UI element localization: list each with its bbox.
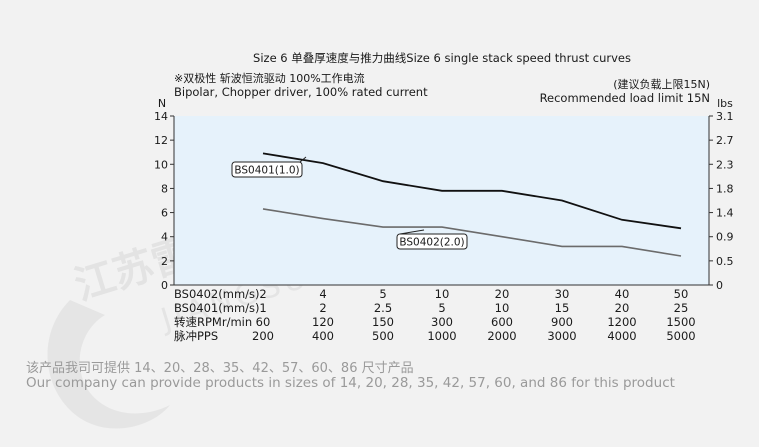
- y-ticks-right: 0 0.5 0.9 1.4 1.8 2.3 2.7 3.1: [709, 110, 734, 292]
- y-tick-left-label: 10: [154, 158, 168, 171]
- y-tick-left-label: 8: [161, 182, 168, 195]
- series-label-2: BS0402(2.0): [399, 237, 464, 249]
- x-row-value: 150: [372, 315, 394, 329]
- y-tick-right-label: 0.5: [716, 255, 734, 268]
- series-line-1: [262, 152, 682, 230]
- x-row-value: 15: [555, 301, 570, 315]
- x-row-value: 1200: [607, 315, 636, 329]
- x-row-value: 200: [252, 329, 274, 343]
- chart-title: Size 6 单叠厚速度与推力曲线Size 6 single stack spe…: [253, 51, 631, 65]
- note-cn: ※双极性 斩波恒流驱动 100%工作电流: [174, 71, 365, 85]
- x-row-value: 1: [259, 301, 266, 315]
- x-row-value: 300: [431, 315, 453, 329]
- x-row-value: 2: [319, 301, 326, 315]
- x-row-value: 30: [555, 287, 570, 301]
- y-tick-right-label: 2.3: [716, 158, 734, 171]
- y-tick-right-label: 0.9: [716, 231, 734, 244]
- series-label-box: [396, 233, 468, 250]
- y-tick-left-label: 0: [161, 279, 168, 292]
- x-row-label: BS0401(mm/s): [174, 301, 260, 315]
- x-row-value: 5: [379, 287, 386, 301]
- y-tick-right-label: 1.8: [716, 182, 734, 195]
- series-label-box: [231, 161, 303, 178]
- y-axis-label-right: lbs: [717, 97, 733, 110]
- limit-cn: (建议负载上限15N): [613, 77, 710, 91]
- series-label-1: BS0401(1.0): [234, 165, 299, 177]
- watermark-logo: [47, 300, 170, 429]
- y-tick-left-label: 2: [161, 255, 168, 268]
- x-row-value: 5000: [666, 329, 695, 343]
- x-row-value: 1000: [427, 329, 456, 343]
- x-row-value: 4000: [607, 329, 636, 343]
- x-row-value: 1500: [666, 315, 695, 329]
- y-tick-right-label: 2.7: [716, 134, 734, 147]
- y-tick-left-label: 12: [154, 134, 168, 147]
- series-lines: [262, 152, 682, 257]
- series-label-pointer: [299, 156, 307, 163]
- y-tick-right-label: 3.1: [716, 110, 734, 123]
- note-en: Bipolar, Chopper driver, 100% rated curr…: [174, 85, 428, 99]
- y-axis-label-left: N: [158, 97, 166, 110]
- y-tick-right-label: 1.4: [716, 207, 734, 220]
- plot-area: [174, 116, 709, 285]
- x-row-value: 60: [256, 315, 271, 329]
- x-row-value: 3000: [547, 329, 576, 343]
- series-labels: BS0401(1.0) BS0402(2.0): [231, 156, 468, 250]
- series-line-2: [262, 208, 682, 257]
- x-row-value: 500: [372, 329, 394, 343]
- x-row-label: 转速RPMr/min: [174, 315, 252, 329]
- series-label-pointer: [399, 229, 425, 235]
- x-row-value: 900: [551, 315, 573, 329]
- x-row-value: 40: [615, 287, 630, 301]
- x-row-value: 2.5: [374, 301, 392, 315]
- x-row-value: 2: [259, 287, 266, 301]
- limit-en: Recommended load limit 15N: [540, 91, 710, 105]
- x-row-value: 10: [435, 287, 450, 301]
- x-row-label: BS0402(mm/s): [174, 287, 260, 301]
- y-tick-left-label: 6: [161, 207, 168, 220]
- x-row-value: 120: [312, 315, 334, 329]
- y-tick-left-label: 14: [154, 110, 168, 123]
- x-row-label: 脉冲PPS: [174, 329, 218, 343]
- x-row-value: 25: [674, 301, 689, 315]
- y-tick-left-label: 4: [161, 231, 168, 244]
- x-row-value: 20: [615, 301, 630, 315]
- footer-note-en: Our company can provide products in size…: [26, 375, 675, 391]
- x-row-value: 2000: [487, 329, 516, 343]
- x-row-value: 400: [312, 329, 334, 343]
- y-tick-right-label: 0: [716, 279, 723, 292]
- x-row-value: 5: [438, 301, 445, 315]
- footer-note-cn: 该产品我司可提供 14、20、28、35、42、57、60、86 尺寸产品: [26, 361, 414, 376]
- axes: [173, 116, 710, 286]
- x-row-value: 10: [495, 301, 510, 315]
- x-row-value: 20: [495, 287, 510, 301]
- x-row-value: 50: [674, 287, 689, 301]
- x-row-value: 4: [319, 287, 326, 301]
- x-row-value: 600: [491, 315, 513, 329]
- y-ticks-left: 0 2 4 6 8 10 12 14: [154, 110, 174, 292]
